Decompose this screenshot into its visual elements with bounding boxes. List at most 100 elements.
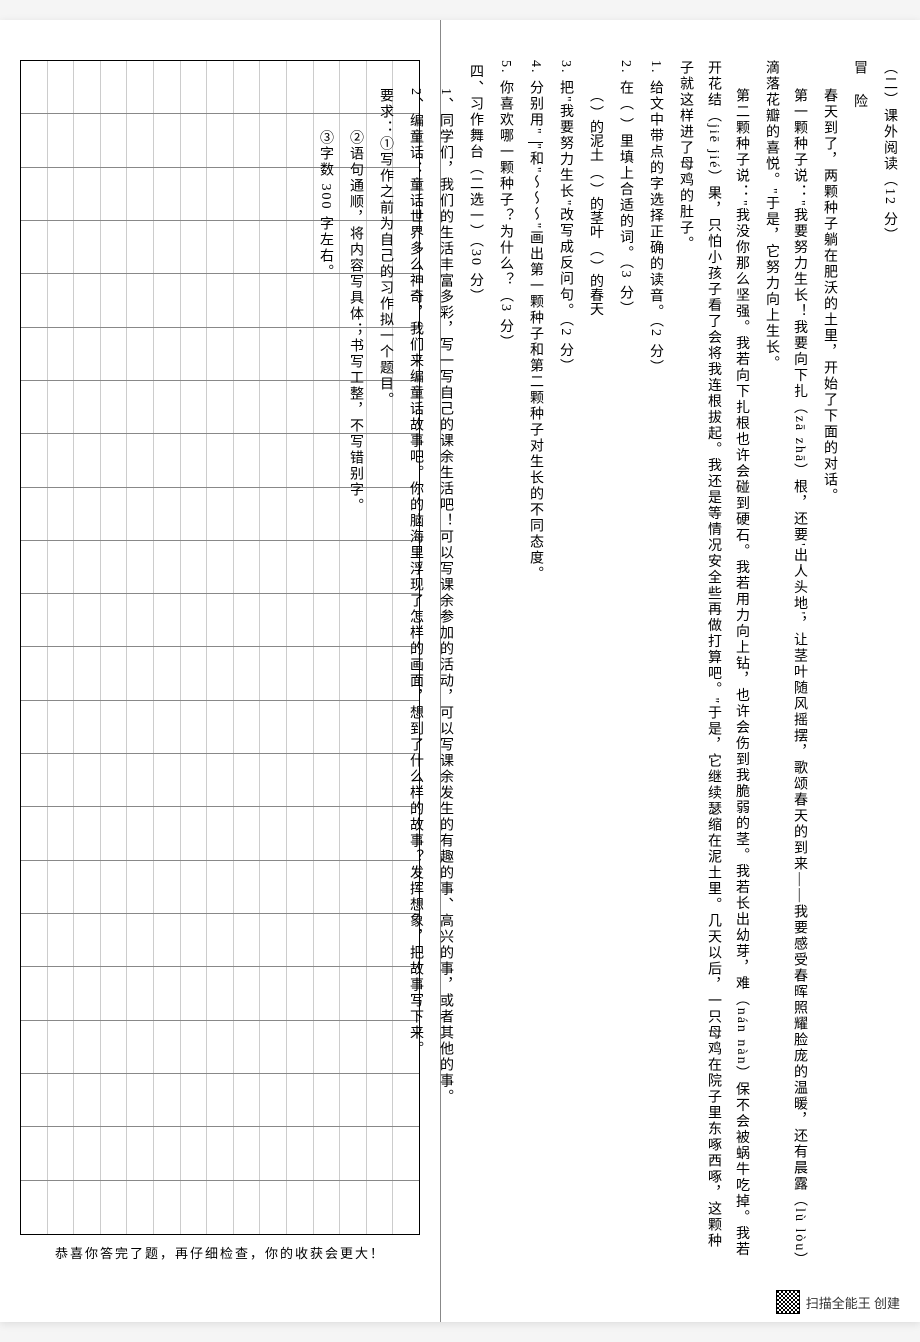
q4-part-b: "和" [528, 143, 543, 174]
grid-cell [101, 1021, 128, 1073]
writing-title: 四、习作舞台（二选一）（30 分） [461, 64, 489, 1262]
grid-cell [101, 488, 128, 540]
grid-cell [207, 594, 234, 646]
grid-cell [74, 754, 101, 806]
grid-cell [101, 168, 128, 220]
req-label: 要求： [378, 88, 393, 136]
grid-cell [154, 647, 181, 699]
grid-cell [101, 114, 128, 166]
grid-cell [101, 61, 128, 113]
qr-label: 扫描全能王 创建 [806, 1293, 900, 1312]
question-2-lead: 2. 在（ ）里填上合适的词。（3 分） [611, 60, 639, 1262]
grid-cell [101, 328, 128, 380]
writing-prompt-1: 1、同学们，我们的生活丰富多彩，写一写自己的课余生活吧！可以写课余参加的活动，可… [431, 60, 459, 1262]
grid-cell [207, 861, 234, 913]
grid-cell [287, 1127, 314, 1179]
grid-cell [74, 488, 101, 540]
grid-cell [48, 1074, 75, 1126]
grid-cell [127, 61, 154, 113]
req-1: ①写作之前为自己的习作拟一个题目。 [378, 136, 393, 408]
grid-cell [21, 1074, 48, 1126]
grid-cell [207, 807, 234, 859]
grid-cell [101, 914, 128, 966]
grid-cell [287, 1021, 314, 1073]
grid-cell [154, 967, 181, 1019]
grid-cell [260, 594, 287, 646]
grid-cell [181, 1021, 208, 1073]
writing-requirements: 要求：①写作之前为自己的习作拟一个题目。 [371, 60, 399, 1262]
grid-cell [154, 1181, 181, 1234]
grid-cell [234, 967, 261, 1019]
grid-cell [154, 221, 181, 273]
grid-cell [260, 221, 287, 273]
grid-cell [207, 1181, 234, 1234]
grid-cell [260, 701, 287, 753]
grid-cell [127, 381, 154, 433]
grid-cell [21, 861, 48, 913]
q4-part-c: "画出第一颗种子和第二颗种子对生长的不同态度。 [528, 223, 543, 583]
grid-cell [21, 541, 48, 593]
passage-para-3: 第二颗种子说："我没你那么坚强。我若向下扎根也许会碰到硬石。我若用力向上钻，也许… [671, 60, 755, 1262]
question-1: 1. 给文中带点的字选择正确的读音。（2 分） [641, 60, 669, 1262]
grid-cell [48, 861, 75, 913]
grid-cell [181, 1074, 208, 1126]
grid-cell [181, 381, 208, 433]
grid-cell [234, 168, 261, 220]
grid-cell [207, 168, 234, 220]
grid-cell [181, 488, 208, 540]
grid-cell [234, 701, 261, 753]
grid-cell [21, 1181, 48, 1234]
grid-cell [127, 488, 154, 540]
grid-cell [48, 914, 75, 966]
grid-cell [260, 61, 287, 113]
grid-cell [48, 168, 75, 220]
grid-cell [207, 434, 234, 486]
grid-cell [21, 1127, 48, 1179]
writing-prompt-2: 2、编童话：童话世界多么神奇，我们来编童话故事吧。你的脑海里浮现了怎样的画面，想… [401, 60, 429, 1262]
grid-cell [260, 967, 287, 1019]
grid-cell [207, 541, 234, 593]
grid-cell [207, 967, 234, 1019]
grid-cell [21, 488, 48, 540]
grid-cell [154, 1021, 181, 1073]
grid-cell [181, 61, 208, 113]
grid-cell [154, 168, 181, 220]
grid-cell [48, 488, 75, 540]
grid-cell [48, 434, 75, 486]
grid-cell [127, 434, 154, 486]
grid-cell [101, 541, 128, 593]
grid-cell [287, 434, 314, 486]
grid-cell [21, 914, 48, 966]
grid-cell [260, 328, 287, 380]
grid-cell [181, 168, 208, 220]
grid-cell [181, 434, 208, 486]
grid-cell [207, 274, 234, 326]
grid-cell [260, 914, 287, 966]
grid-cell [287, 967, 314, 1019]
grid-cell [234, 647, 261, 699]
grid-cell [48, 701, 75, 753]
grid-cell [74, 1074, 101, 1126]
grid-cell [101, 807, 128, 859]
grid-cell [287, 328, 314, 380]
question-2-items: （ ）的泥土 （ ）的茎叶 （ ）的春天 [581, 60, 609, 1262]
grid-cell [181, 328, 208, 380]
grid-cell [287, 61, 314, 113]
grid-cell [234, 1021, 261, 1073]
grid-cell [154, 594, 181, 646]
grid-cell [234, 114, 261, 166]
grid-cell [234, 594, 261, 646]
grid-cell [234, 434, 261, 486]
grid-cell [48, 594, 75, 646]
grid-cell [127, 1181, 154, 1234]
grid-cell [260, 1127, 287, 1179]
grid-cell [101, 221, 128, 273]
grid-cell [234, 274, 261, 326]
req-2: ②语句通顺，将内容写具体；书写工整，不写错别字。 [341, 60, 369, 1262]
grid-cell [154, 274, 181, 326]
grid-cell [48, 114, 75, 166]
grid-cell [74, 168, 101, 220]
grid-cell [48, 1181, 75, 1234]
grid-cell [154, 1127, 181, 1179]
grid-cell [207, 1127, 234, 1179]
